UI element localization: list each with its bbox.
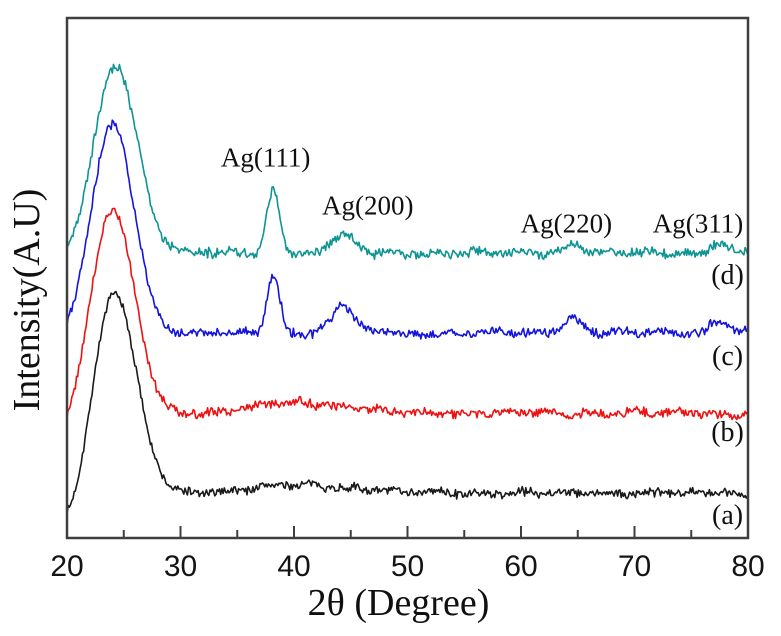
x-axis-title: 2θ (Degree) [307, 582, 490, 624]
xrd-curve-c [67, 119, 748, 340]
x-tick-label-60: 60 [504, 550, 538, 583]
x-tick-label-70: 70 [617, 550, 652, 583]
x-tick-label-30: 30 [163, 550, 198, 583]
plot-border [65, 16, 750, 540]
xrd-curve-b [67, 207, 748, 421]
x-tick-label-40: 40 [277, 550, 311, 583]
peak-label-ag111: Ag(111) [220, 142, 311, 173]
series-label-c: (c) [712, 341, 744, 372]
x-tick-label-50: 50 [390, 550, 425, 583]
series-label-b: (b) [711, 417, 744, 448]
x-tick-label-20: 20 [50, 550, 84, 583]
y-axis-title: Intensity(A.U) [6, 188, 48, 412]
x-tick-label-80: 80 [731, 550, 765, 583]
series-label-d: (d) [711, 260, 744, 291]
peak-label-ag220: Ag(220) [520, 208, 613, 239]
peak-label-ag311: Ag(311) [652, 208, 744, 239]
xrd-curves [67, 63, 748, 515]
xrd-curve-d [67, 63, 748, 261]
series-label-a: (a) [712, 500, 744, 531]
x-axis-ticks [122, 526, 693, 537]
xrd-curve-a [67, 290, 748, 515]
peak-label-ag200: Ag(200) [322, 190, 414, 221]
